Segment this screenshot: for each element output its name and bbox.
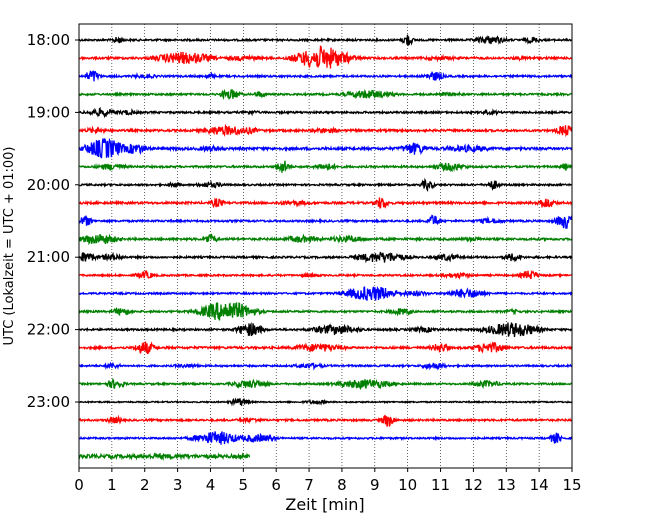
x-tick-label: 11 <box>431 476 450 494</box>
seismic-trace <box>78 269 573 280</box>
y-axis-ticks: 18:00 19:00 20:00 21:00 22:00 23:00 <box>27 31 79 411</box>
seismic-trace <box>78 106 573 119</box>
x-gridlines <box>111 24 540 468</box>
x-tick-label: 1 <box>107 476 117 494</box>
seismic-trace <box>78 361 573 371</box>
y-tick-label: 21:00 <box>27 248 70 266</box>
seismic-trace <box>78 160 573 173</box>
seismic-trace <box>78 137 573 159</box>
seismic-trace <box>78 45 573 69</box>
seismic-trace <box>78 321 573 338</box>
x-axis-ticks: 0 1 2 3 4 5 6 7 8 9 10 11 12 13 14 15 <box>74 468 582 494</box>
seismic-trace <box>78 123 573 138</box>
x-tick-label: 2 <box>140 476 150 494</box>
seismic-trace <box>78 431 573 445</box>
x-tick-label: 3 <box>173 476 183 494</box>
x-tick-label: 12 <box>464 476 483 494</box>
seismic-trace <box>78 251 573 264</box>
x-tick-label: 8 <box>337 476 347 494</box>
x-tick-label: 13 <box>497 476 516 494</box>
x-tick-label: 15 <box>562 476 581 494</box>
x-tick-label: 4 <box>206 476 216 494</box>
x-tick-label: 7 <box>304 476 314 494</box>
seismic-trace <box>78 233 573 246</box>
seismic-trace <box>78 214 573 230</box>
y-tick-label: 22:00 <box>27 321 70 339</box>
x-tick-label: 0 <box>74 476 84 494</box>
y-tick-label: 19:00 <box>27 103 70 121</box>
seismic-trace <box>78 177 573 193</box>
x-tick-label: 14 <box>530 476 549 494</box>
seismic-trace <box>78 452 251 462</box>
y-tick-label: 18:00 <box>27 31 70 49</box>
seismic-trace <box>78 70 573 82</box>
plot-frame <box>78 23 573 469</box>
y-tick-label: 23:00 <box>27 393 70 411</box>
x-axis-label: Zeit [min] <box>285 495 364 514</box>
seismic-trace <box>78 341 573 355</box>
y-tick-label: 20:00 <box>27 176 70 194</box>
x-tick-label: 5 <box>239 476 249 494</box>
seismic-trace <box>78 302 573 321</box>
seismic-traces <box>78 34 573 462</box>
plot-background <box>79 24 572 468</box>
seismic-trace <box>78 88 573 101</box>
y-axis-label: UTC (Lokalzeit = UTC + 01:00) <box>2 147 17 346</box>
x-tick-label: 10 <box>398 476 417 494</box>
x-tick-label: 9 <box>370 476 380 494</box>
seismic-trace <box>78 197 573 210</box>
seismic-trace <box>78 285 573 301</box>
seismic-trace <box>78 377 573 391</box>
seismic-trace <box>78 414 573 427</box>
seismic-trace <box>78 397 573 407</box>
x-tick-label: 6 <box>271 476 281 494</box>
seismic-trace <box>78 34 573 46</box>
